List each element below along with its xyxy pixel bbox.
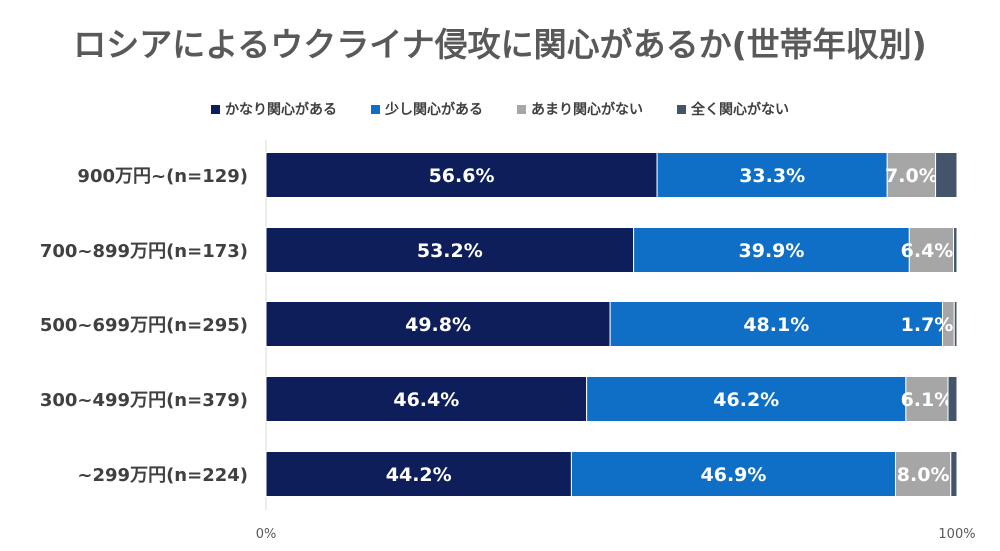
legend-label: 少し関心がある xyxy=(385,102,483,118)
chart-title: ロシアによるウクライナ侵攻に関心があるか(世帯年収別) xyxy=(73,25,927,64)
data-label: 44.2% xyxy=(386,464,452,486)
legend-label: かなり関心がある xyxy=(225,102,337,118)
bar-segment xyxy=(947,376,958,422)
bar-segment xyxy=(656,152,888,198)
x-tick-label: 0% xyxy=(256,527,277,542)
bar-segment xyxy=(935,152,958,198)
legend-swatch xyxy=(211,104,220,114)
bar-segment xyxy=(265,227,635,273)
x-tick-label: 100% xyxy=(938,527,975,542)
bar-segment xyxy=(908,227,955,273)
data-label: 8.0% xyxy=(897,464,950,486)
legend-item: 少し関心がある xyxy=(371,99,483,119)
category-label: 700~899万円(n=173) xyxy=(40,241,248,262)
bar-segment xyxy=(905,376,949,422)
data-label: 1.7% xyxy=(901,314,954,336)
legend-item: あまり関心がない xyxy=(517,99,643,119)
category-label: 300~499万円(n=379) xyxy=(40,390,248,411)
bar-segment xyxy=(633,227,910,273)
legend-item: かなり関心がある xyxy=(211,99,337,119)
bar-segment xyxy=(895,451,952,497)
data-label: 7.0% xyxy=(885,165,938,187)
data-label: 56.6% xyxy=(429,165,495,187)
bar-segment xyxy=(953,227,958,273)
bar-segment xyxy=(265,301,611,347)
legend-item: 全く関心がない xyxy=(677,99,789,119)
bar-segment xyxy=(953,301,958,347)
bar-segment xyxy=(570,451,897,497)
bar-segment xyxy=(950,451,958,497)
data-label: 6.4% xyxy=(901,240,954,262)
legend-swatch xyxy=(677,104,686,114)
data-label: 39.9% xyxy=(739,240,805,262)
data-label: 33.3% xyxy=(739,165,805,187)
data-label: 48.1% xyxy=(743,314,809,336)
data-label: 53.2% xyxy=(417,240,483,262)
data-label: 46.2% xyxy=(713,389,779,411)
legend-swatch xyxy=(517,104,526,114)
category-label: ~299万円(n=224) xyxy=(77,465,248,486)
data-label: 46.9% xyxy=(701,464,767,486)
data-label: 46.4% xyxy=(393,389,459,411)
legend-swatch xyxy=(371,104,380,114)
data-label: 6.1% xyxy=(901,389,954,411)
bar-segment xyxy=(265,152,658,198)
category-label: 500~699万円(n=295) xyxy=(40,315,248,336)
bar-segment xyxy=(265,376,588,422)
legend-label: あまり関心がない xyxy=(531,102,643,118)
legend-label: 全く関心がない xyxy=(691,102,789,118)
legend: かなり関心がある 少し関心がある あまり関心がない 全く関心がない xyxy=(0,99,1000,119)
category-label: 900万円~(n=129) xyxy=(77,166,248,187)
bar-segment xyxy=(886,152,937,198)
data-label: 49.8% xyxy=(405,314,471,336)
